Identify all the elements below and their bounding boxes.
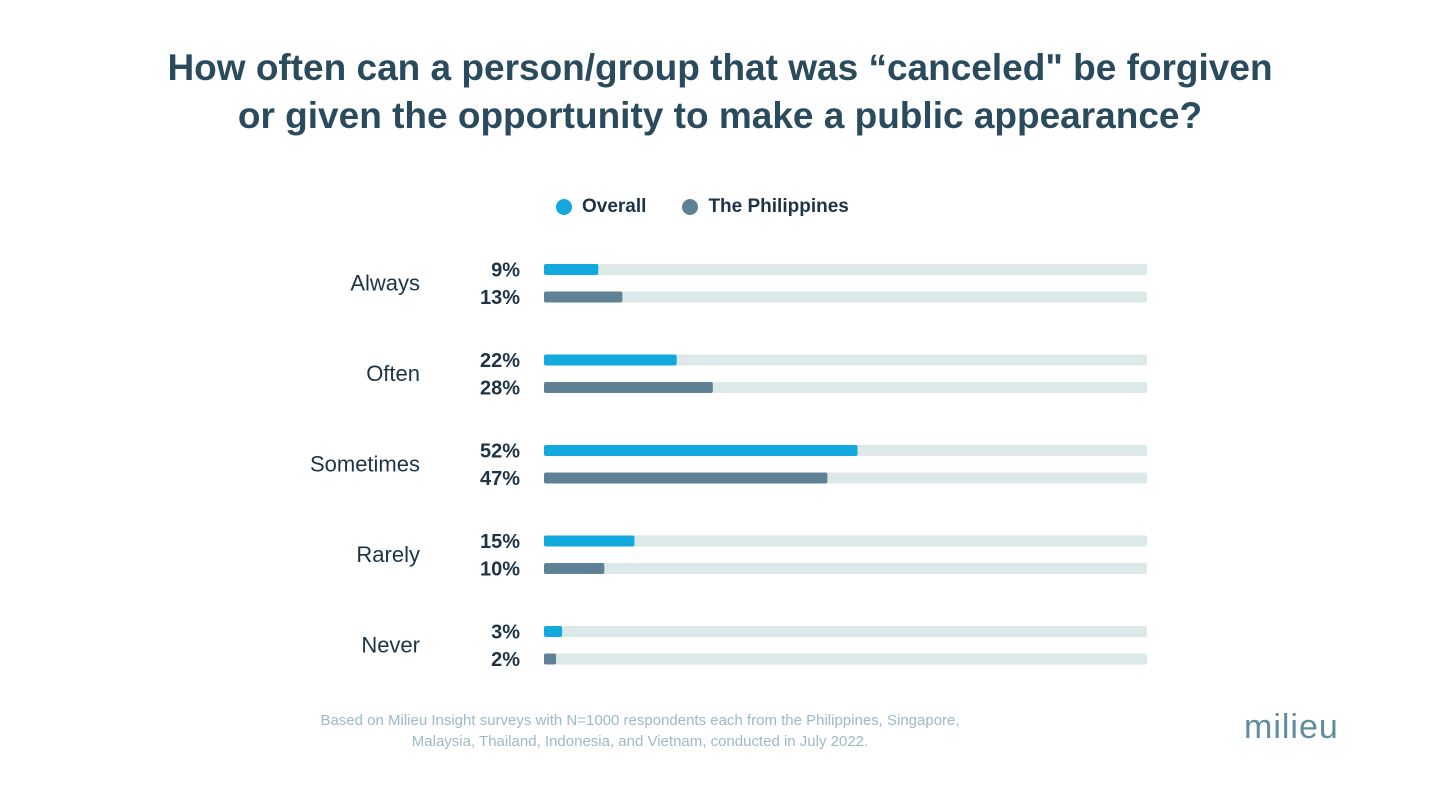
footer-line-1: Based on Milieu Insight surveys with N=1… [320, 712, 960, 729]
chart-title-line-2: or given the opportunity to make a publi… [237, 95, 1203, 136]
data-label-philippines-often: 28% [480, 378, 520, 400]
data-label-overall-often: 22% [480, 350, 520, 372]
bar-overall-often [544, 354, 677, 366]
bar-track-overall-never [544, 626, 1147, 637]
bar-overall-rarely [544, 535, 635, 547]
chart-title-line-1: How often can a person/group that was “c… [167, 47, 1273, 88]
legend-item-overall: Overall [556, 196, 646, 218]
bar-philippines-sometimes [544, 472, 828, 484]
bar-philippines-always [544, 291, 623, 303]
bar-track-philippines-rarely [544, 563, 1147, 574]
bar-overall-sometimes [544, 445, 858, 456]
legend: Overall The Philippines [556, 196, 849, 218]
data-label-overall-always: 9% [491, 260, 520, 282]
bar-philippines-often [544, 382, 713, 393]
milieu-logo: milieu [1244, 708, 1339, 746]
legend-swatch-philippines [682, 199, 699, 215]
legend-label-overall: Overall [582, 196, 647, 217]
bar-track-philippines-always [544, 291, 1147, 303]
footer-line-2: Malaysia, Thailand, Indonesia, and Vietn… [411, 733, 869, 750]
data-label-philippines-rarely: 10% [480, 559, 520, 581]
category-label-rarely: Rarely [356, 542, 420, 567]
data-label-philippines-never: 2% [491, 649, 520, 671]
bar-track-overall-always [544, 264, 1147, 275]
category-label-often: Often [366, 361, 420, 386]
footer-note: Based on Milieu Insight surveys with N=1… [290, 710, 990, 752]
bar-overall-never [544, 626, 563, 637]
data-label-overall-sometimes: 52% [480, 441, 520, 463]
category-label-never: Never [361, 632, 420, 657]
bar-track-overall-often [544, 354, 1147, 366]
bar-track-philippines-never [544, 653, 1147, 665]
legend-label-philippines: The Philippines [708, 196, 849, 217]
bar-philippines-rarely [544, 563, 605, 574]
bar-track-overall-rarely [544, 535, 1147, 547]
legend-item-philippines: The Philippines [682, 196, 849, 218]
data-label-philippines-always: 13% [480, 287, 520, 309]
data-label-overall-never: 3% [491, 622, 520, 644]
legend-swatch-overall [556, 199, 572, 215]
category-label-sometimes: Sometimes [310, 451, 420, 476]
bar-overall-always [544, 264, 599, 275]
category-label-always: Always [350, 270, 420, 295]
bar-philippines-never [544, 653, 557, 665]
data-label-philippines-sometimes: 47% [480, 468, 520, 490]
chart-title: How often can a person/group that was “c… [0, 44, 1440, 140]
data-label-overall-rarely: 15% [480, 531, 520, 553]
